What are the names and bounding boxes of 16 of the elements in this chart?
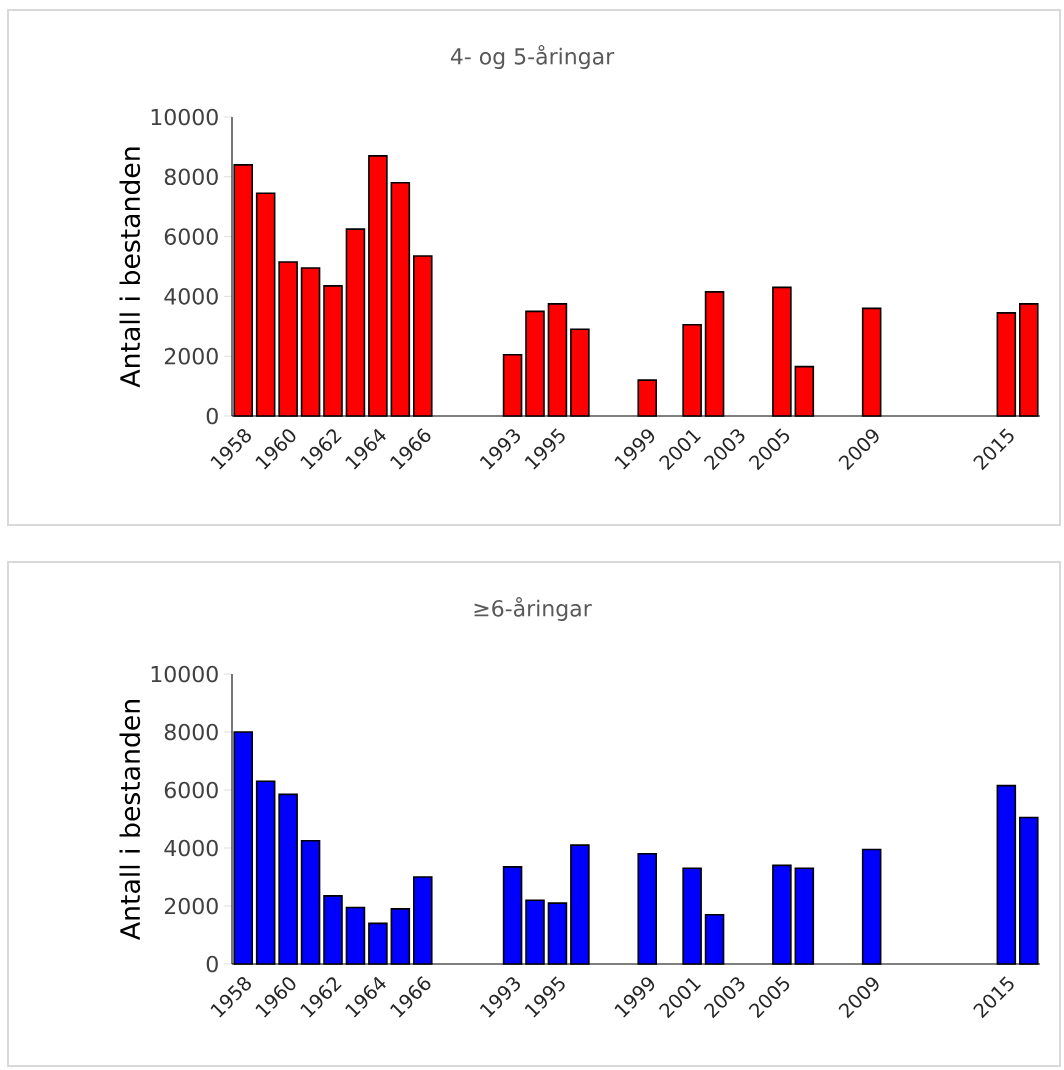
chart-title: 4- og 5-åringar xyxy=(450,45,615,69)
y-tick-label: 0 xyxy=(206,955,218,973)
y-tick-label: 0 xyxy=(206,407,218,425)
y-tick-label: 10000 xyxy=(151,108,218,126)
y-tick-label: 10000 xyxy=(151,665,218,683)
y-tick-label: 4000 xyxy=(164,839,218,857)
chart-title: ≥6-åringar xyxy=(474,597,592,621)
y-tick-label: 8000 xyxy=(164,168,218,186)
y-axis-title: Antall i bestanden xyxy=(119,147,141,388)
y-tick-label: 8000 xyxy=(164,723,218,741)
y-tick-label: 2000 xyxy=(164,897,218,915)
y-tick-label: 2000 xyxy=(164,347,218,365)
y-tick-label: 6000 xyxy=(164,781,218,799)
y-axis-title: Antall i bestanden xyxy=(119,700,141,940)
y-tick-label: 6000 xyxy=(164,228,218,245)
y-tick-label: 4000 xyxy=(164,288,218,305)
